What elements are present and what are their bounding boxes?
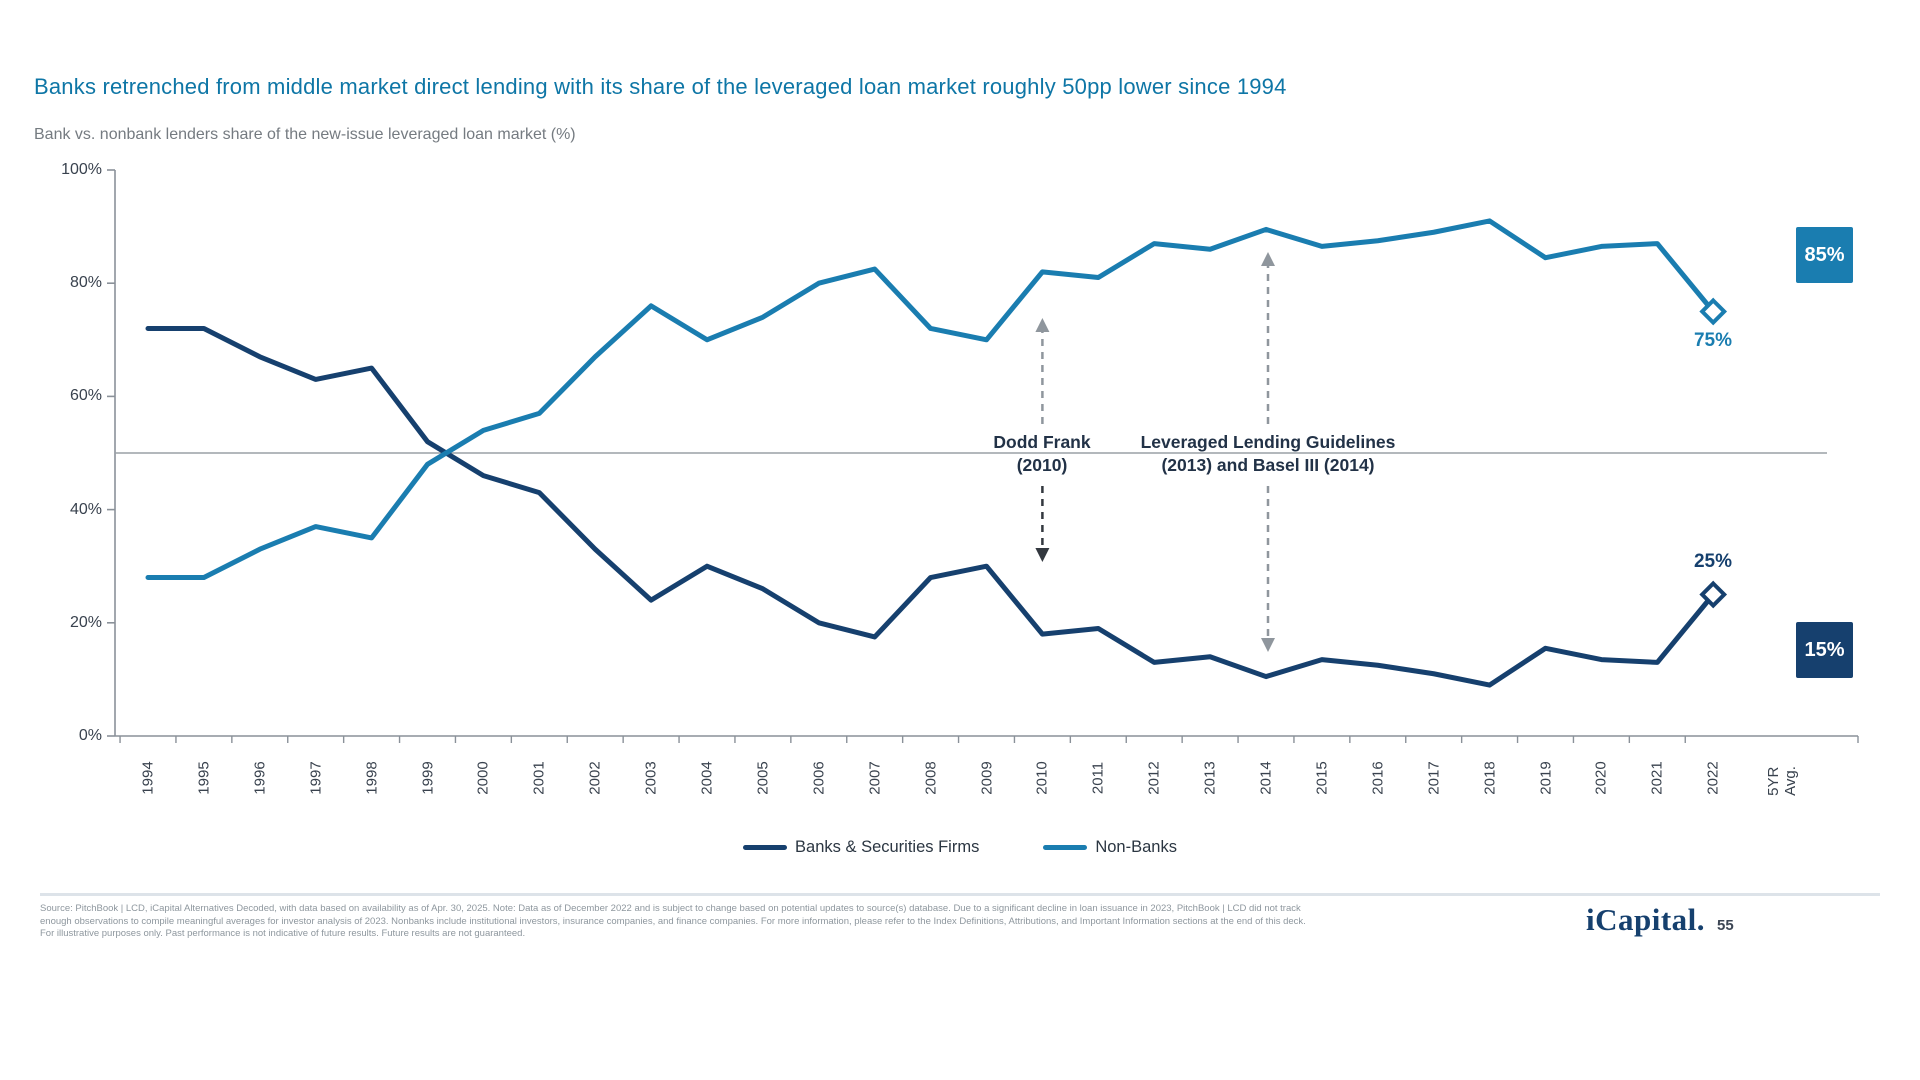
x-axis-year-label: 2017 bbox=[1425, 761, 1443, 795]
icapital-logo: iCapital. bbox=[1586, 902, 1706, 937]
x-axis-year-label: 2010 bbox=[1033, 761, 1051, 795]
x-axis-year-label: 2002 bbox=[586, 761, 604, 795]
source-disclaimer-text: Source: PitchBook | LCD, iCapital Altern… bbox=[40, 903, 1306, 939]
x-axis-year-label: 2022 bbox=[1704, 761, 1722, 795]
x-axis-year-label: 2000 bbox=[474, 761, 492, 795]
x-axis-year-label: 1998 bbox=[363, 761, 381, 795]
footer-divider bbox=[40, 893, 1880, 896]
x-axis-5yr-avg-label: 5YR Avg. bbox=[1765, 766, 1799, 796]
x-axis-year-label: 2016 bbox=[1369, 761, 1387, 795]
legend-label-nonbanks: Non-Banks bbox=[1095, 838, 1177, 856]
y-axis-tick-label: 60% bbox=[69, 387, 102, 405]
leveraged-lending-up-arrow-head bbox=[1261, 252, 1275, 266]
x-axis-year-label: 1995 bbox=[195, 761, 213, 795]
x-axis-year-label: 1994 bbox=[139, 761, 157, 795]
x-axis-year-label: 2018 bbox=[1481, 761, 1499, 795]
x-axis-year-label: 2011 bbox=[1089, 761, 1107, 795]
nonbanks-line-swatch bbox=[1043, 845, 1088, 850]
x-axis-year-label: 2007 bbox=[866, 761, 884, 795]
y-axis-tick-label: 20% bbox=[69, 613, 102, 631]
y-axis-tick-label: 100% bbox=[61, 161, 102, 178]
annotation-dodd-frank: Dodd Frank (2010) bbox=[993, 432, 1091, 475]
footer-branding: iCapital. 55 bbox=[1586, 902, 1734, 938]
page-number: 55 bbox=[1717, 917, 1734, 934]
legend-item-nonbanks: Non-Banks bbox=[1043, 838, 1177, 857]
x-axis-year-label: 2004 bbox=[698, 761, 716, 795]
leveraged-lending-down-arrow-head bbox=[1261, 638, 1275, 652]
y-axis-tick-label: 40% bbox=[69, 500, 102, 518]
nonbanks-end-diamond bbox=[1699, 297, 1728, 326]
x-axis-year-label: 2013 bbox=[1201, 761, 1219, 795]
x-axis-year-label: 2001 bbox=[530, 761, 548, 795]
x-axis-year-label: 2020 bbox=[1592, 761, 1610, 795]
legend-item-banks: Banks & Securities Firms bbox=[743, 838, 979, 857]
banks-line bbox=[145, 325, 1716, 688]
x-axis-year-label: 2005 bbox=[754, 761, 772, 795]
dodd-frank-up-arrow-head bbox=[1035, 318, 1050, 332]
x-axis-year-label: 1996 bbox=[251, 761, 269, 795]
x-axis-year-label: 2014 bbox=[1257, 761, 1275, 795]
banks-end-diamond bbox=[1699, 580, 1728, 609]
x-axis-year-label: 2008 bbox=[922, 761, 940, 795]
x-axis-year-label: 2021 bbox=[1648, 761, 1666, 795]
y-axis-tick-label: 0% bbox=[78, 727, 102, 744]
nonbanks-end-value-label: 75% bbox=[1693, 330, 1733, 351]
x-axis-year-label: 2012 bbox=[1145, 761, 1163, 795]
nonbanks-5yr-avg-box: 85% bbox=[1796, 227, 1853, 283]
x-axis-year-label: 1999 bbox=[419, 761, 436, 795]
chart-subtitle: Bank vs. nonbank lenders share of the ne… bbox=[34, 126, 576, 143]
legend: Banks & Securities Firms Non-Banks bbox=[0, 838, 1920, 857]
x-axis-year-label: 1997 bbox=[307, 761, 325, 795]
legend-label-banks: Banks & Securities Firms bbox=[795, 838, 980, 856]
banks-end-value-label: 25% bbox=[1693, 551, 1733, 572]
x-axis-year-label: 2003 bbox=[642, 761, 660, 795]
y-axis-tick-label: 80% bbox=[69, 274, 102, 292]
x-axis-year-label: 2015 bbox=[1313, 761, 1331, 795]
dodd-frank-down-arrow-head bbox=[1035, 548, 1050, 562]
x-axis-year-label: 2019 bbox=[1537, 761, 1554, 795]
page-title: Banks retrenched from middle market dire… bbox=[34, 74, 1287, 99]
nonbanks-line bbox=[145, 218, 1716, 581]
x-axis-year-label: 2009 bbox=[978, 761, 995, 795]
banks-5yr-avg-box: 15% bbox=[1796, 622, 1853, 678]
x-axis-year-label: 2006 bbox=[810, 761, 828, 795]
annotation-leveraged-lending: Leveraged Lending Guidelines (2013) and … bbox=[1140, 432, 1396, 475]
banks-line-swatch bbox=[743, 845, 788, 850]
